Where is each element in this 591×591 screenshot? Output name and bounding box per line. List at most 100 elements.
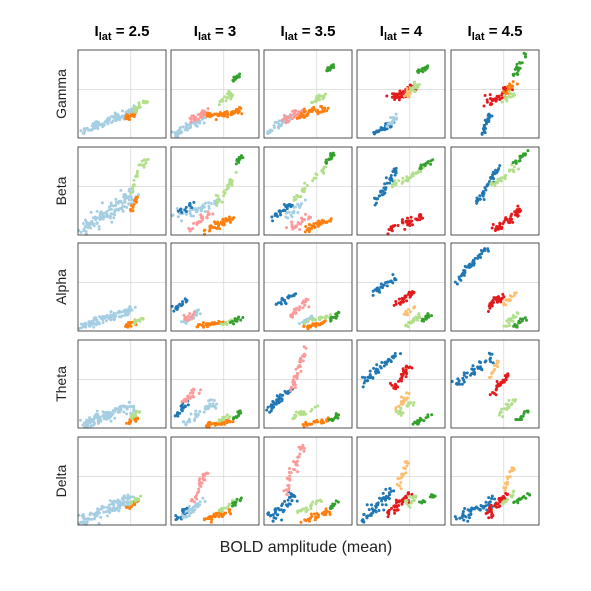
data-point xyxy=(496,365,500,369)
data-point xyxy=(292,113,296,117)
data-point xyxy=(513,500,516,504)
data-point xyxy=(478,194,482,198)
data-point xyxy=(270,406,274,410)
data-point xyxy=(520,61,524,65)
data-point xyxy=(453,515,457,519)
data-point xyxy=(402,297,406,301)
data-point xyxy=(306,319,310,323)
data-point xyxy=(82,228,86,232)
data-point xyxy=(228,220,232,224)
panel-background xyxy=(264,243,352,331)
data-point xyxy=(222,194,226,198)
panel-frame xyxy=(263,242,353,332)
panel-theta-1 xyxy=(170,339,260,429)
data-point xyxy=(283,301,287,305)
data-point xyxy=(309,507,313,511)
data-point xyxy=(392,354,395,358)
data-point xyxy=(470,367,474,371)
data-point xyxy=(129,191,133,195)
data-point xyxy=(118,500,122,504)
data-point xyxy=(498,500,502,504)
data-point xyxy=(363,376,367,380)
data-point xyxy=(208,225,212,229)
data-point xyxy=(415,318,419,322)
data-point xyxy=(170,130,174,134)
data-point xyxy=(228,180,232,184)
data-point xyxy=(287,477,291,481)
data-point xyxy=(114,112,118,116)
data-point xyxy=(100,507,104,511)
data-point xyxy=(206,212,210,216)
data-point xyxy=(522,412,526,416)
data-point xyxy=(398,352,402,356)
data-point xyxy=(122,405,126,409)
data-point xyxy=(404,365,408,369)
data-point xyxy=(296,459,300,463)
data-point xyxy=(98,415,102,419)
data-point xyxy=(234,76,238,80)
data-point xyxy=(382,496,386,500)
data-point xyxy=(397,98,401,102)
data-point xyxy=(411,403,415,407)
data-point xyxy=(283,499,287,503)
data-point xyxy=(313,405,317,409)
data-point xyxy=(83,324,87,328)
data-point xyxy=(490,513,494,517)
data-point xyxy=(134,197,138,201)
data-point xyxy=(89,221,93,224)
panel-frame xyxy=(77,49,167,139)
data-point xyxy=(502,295,506,299)
panel-frame xyxy=(77,339,167,429)
data-point xyxy=(370,503,374,507)
data-point xyxy=(518,498,522,502)
panel-gamma-1 xyxy=(170,49,260,139)
data-point xyxy=(309,512,313,516)
data-point xyxy=(385,284,389,288)
data-point xyxy=(217,508,221,512)
data-point xyxy=(184,122,188,126)
data-point xyxy=(235,497,239,501)
data-point xyxy=(506,85,510,88)
data-point xyxy=(377,496,381,500)
data-point xyxy=(287,202,291,206)
data-point xyxy=(501,415,505,419)
data-point xyxy=(192,200,196,204)
data-point xyxy=(184,422,188,426)
data-point xyxy=(416,422,420,426)
data-point xyxy=(467,516,471,520)
data-point xyxy=(492,369,496,373)
data-point xyxy=(222,221,226,225)
data-point xyxy=(377,194,381,198)
data-point xyxy=(124,117,128,121)
data-point xyxy=(234,170,238,174)
data-point xyxy=(193,121,197,125)
data-point xyxy=(100,201,104,205)
data-point xyxy=(209,520,213,524)
data-point xyxy=(516,498,520,502)
data-point xyxy=(395,500,399,504)
data-point xyxy=(488,96,492,100)
data-point xyxy=(486,119,490,123)
data-point xyxy=(484,127,487,131)
data-point xyxy=(325,109,329,113)
data-point xyxy=(187,394,191,398)
panel-background xyxy=(78,243,166,331)
data-point xyxy=(82,132,86,136)
data-point xyxy=(483,131,487,135)
data-point xyxy=(188,312,192,316)
data-point xyxy=(213,199,217,203)
panel-frame xyxy=(77,146,167,236)
data-point xyxy=(493,184,497,188)
data-point xyxy=(371,293,375,297)
data-point xyxy=(316,404,320,408)
data-point xyxy=(171,213,175,217)
data-point xyxy=(366,379,370,383)
data-point xyxy=(276,125,280,129)
data-point xyxy=(495,180,499,184)
data-point xyxy=(319,220,323,224)
data-point xyxy=(220,200,224,204)
data-point xyxy=(320,418,324,422)
data-point xyxy=(216,220,220,224)
panel-frame xyxy=(263,146,353,236)
data-point xyxy=(401,411,405,415)
